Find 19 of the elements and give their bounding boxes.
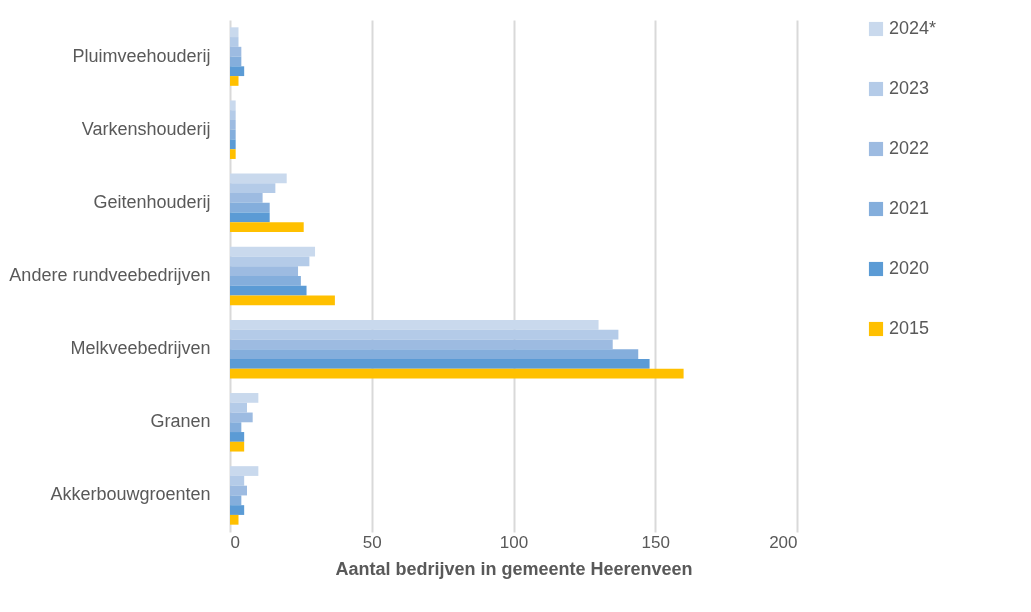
y-tick-label: Varkenshouderij [81, 118, 211, 139]
y-tick-label: Akkerbouwgroenten [50, 484, 211, 505]
y-tick-label: Granen [150, 411, 211, 432]
x-axis-title: Aantal bedrijven in gemeente Heerenveen [335, 558, 693, 579]
x-tick-label: 150 [641, 532, 670, 552]
y-tick-label: Andere rundveebedrijven [9, 265, 211, 285]
x-tick-label: 100 [499, 532, 529, 552]
legend-label: 2015 [889, 318, 930, 338]
x-tick-label: 0 [230, 532, 240, 552]
x-tick-label: 200 [769, 532, 798, 552]
y-tick-label: Geitenhouderij [93, 191, 211, 212]
y-tick-label: Pluimveehouderij [72, 45, 211, 66]
legend-label: 2023 [889, 78, 930, 98]
legend-label: 2024* [889, 18, 937, 38]
legend-label: 2022 [889, 138, 930, 158]
legend-label: 2020 [889, 258, 930, 278]
x-tick-label: 50 [362, 532, 382, 552]
y-tick-label: Melkveebedrijven [70, 338, 211, 359]
legend-label: 2021 [889, 198, 930, 218]
